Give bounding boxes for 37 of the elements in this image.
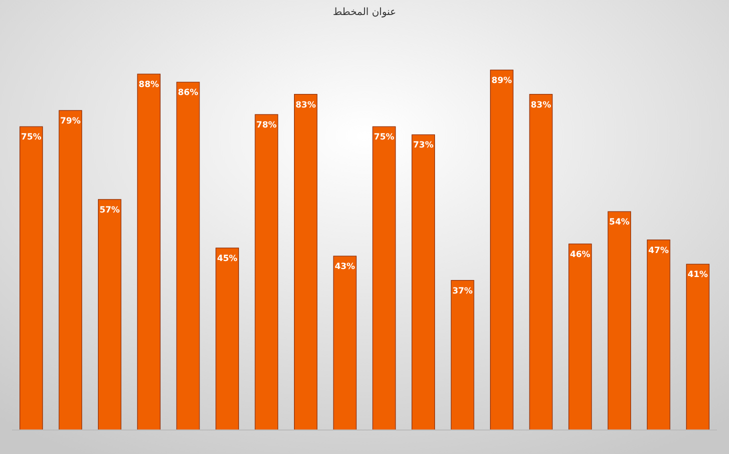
data-label: 45% — [217, 254, 238, 264]
data-label: 43% — [334, 262, 356, 272]
bar — [568, 244, 592, 430]
bar — [372, 126, 396, 430]
bar — [646, 240, 670, 430]
data-label: 88% — [138, 80, 160, 90]
bar — [254, 114, 278, 430]
data-label: 47% — [648, 246, 670, 256]
data-label: 75% — [21, 132, 42, 143]
bar — [686, 264, 710, 430]
data-label: 37% — [452, 286, 474, 296]
data-label: 86% — [178, 88, 199, 98]
bar — [490, 70, 514, 430]
chart-title: عنوان المخطط — [332, 7, 396, 18]
data-label: 75% — [374, 132, 395, 143]
data-label: 57% — [99, 205, 120, 216]
data-label: 79% — [60, 116, 82, 126]
bar — [529, 94, 553, 430]
data-label: 54% — [609, 218, 630, 228]
data-label: 41% — [688, 270, 708, 280]
data-label: 46% — [570, 250, 591, 260]
data-label: 89% — [492, 76, 512, 86]
bar — [294, 94, 318, 430]
data-label: 73% — [413, 140, 434, 151]
bar — [450, 280, 474, 430]
bar — [20, 126, 43, 430]
bar — [216, 248, 239, 430]
bar — [58, 110, 82, 430]
bar — [98, 199, 122, 430]
bar — [608, 211, 632, 430]
bar — [412, 134, 435, 430]
data-label: 78% — [256, 120, 278, 130]
bar — [176, 82, 200, 430]
bar — [137, 74, 161, 430]
data-label: 83% — [296, 100, 316, 110]
data-label: 83% — [530, 100, 552, 110]
bar — [333, 256, 357, 430]
